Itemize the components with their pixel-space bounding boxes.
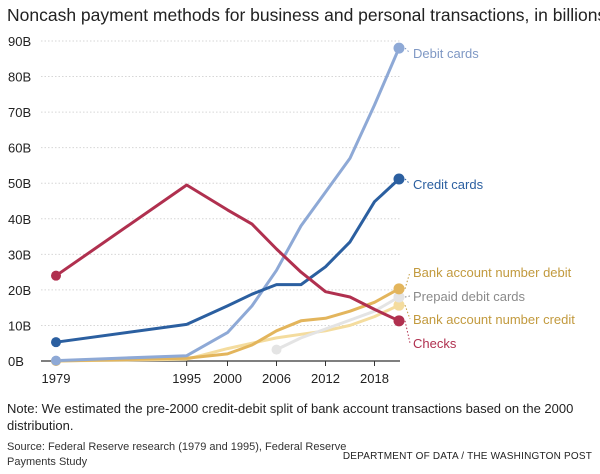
- y-tick-label: 0B: [8, 354, 24, 369]
- series-label-bank-account-number-credit: Bank account number credit: [413, 312, 575, 327]
- y-tick-label: 30B: [8, 247, 31, 262]
- y-tick-label: 80B: [8, 70, 31, 85]
- series-line-bank-account-number-credit: [54, 303, 401, 363]
- series-end-point-bank-account-number-credit: [393, 299, 405, 311]
- y-tick-label: 50B: [8, 176, 31, 191]
- y-tick-label: 10B: [8, 318, 31, 333]
- series-start-point-checks: [51, 270, 61, 281]
- series-line-debit-cards: [54, 46, 401, 363]
- label-leader-credit-cards: [404, 178, 411, 185]
- label-leader-checks: [404, 320, 411, 344]
- chart-source: Source: Federal Reserve research (1979 a…: [7, 441, 347, 468]
- label-leader-debit-cards: [404, 47, 411, 54]
- y-tick-label: 90B: [8, 34, 31, 49]
- chart-title: Noncash payment methods for business and…: [7, 5, 600, 25]
- y-tick-label: 40B: [8, 212, 31, 227]
- series-end-point-bank-account-number-debit: [393, 283, 405, 295]
- x-tick-label: 1995: [172, 371, 201, 386]
- label-leader-prepaid-debit-cards: [404, 295, 411, 298]
- y-tick-label: 70B: [8, 105, 31, 120]
- series-line-prepaid-debit-cards: [275, 295, 401, 352]
- series-label-credit-cards: Credit cards: [413, 177, 484, 192]
- y-tick-label: 60B: [8, 141, 31, 156]
- series-label-debit-cards: Debit cards: [413, 46, 479, 61]
- series-end-point-credit-cards: [393, 173, 405, 185]
- x-tick-label: 2012: [311, 371, 340, 386]
- series-label-prepaid-debit-cards: Prepaid debit cards: [413, 289, 526, 304]
- line-chart: 0B 10B 20B 30B 40B 50B 60B 70B 80B 90B 1979 1995 200…: [8, 34, 575, 386]
- series-end-point-debit-cards: [393, 42, 405, 54]
- chart-credit: DEPARTMENT OF DATA / THE WASHINGTON POST: [342, 451, 592, 462]
- series-end-point-checks: [393, 315, 405, 327]
- series-label-bank-account-number-debit: Bank account number debit: [413, 265, 572, 280]
- label-leader-bank-account-number-credit: [404, 305, 411, 320]
- series-start-point-credit-cards: [51, 337, 61, 348]
- series-line-credit-cards: [54, 177, 401, 344]
- series-line-checks: [54, 183, 401, 323]
- y-tick-label: 20B: [8, 283, 31, 298]
- x-tick-label: 2018: [360, 371, 389, 386]
- label-leader-bank-account-number-debit: [404, 271, 411, 289]
- series-start-point-debit-cards: [51, 355, 61, 366]
- series-start-point-prepaid-debit-cards: [271, 344, 282, 355]
- chart-note: Note: We estimated the pre-2000 credit-d…: [7, 401, 574, 433]
- x-tick-label: 2006: [262, 371, 291, 386]
- series-end-point-prepaid-debit-cards: [393, 291, 405, 303]
- x-tick-label: 2000: [213, 371, 242, 386]
- series-label-checks: Checks: [413, 336, 457, 351]
- x-tick-label: 1979: [42, 371, 71, 386]
- series-line-bank-account-number-debit: [54, 287, 401, 363]
